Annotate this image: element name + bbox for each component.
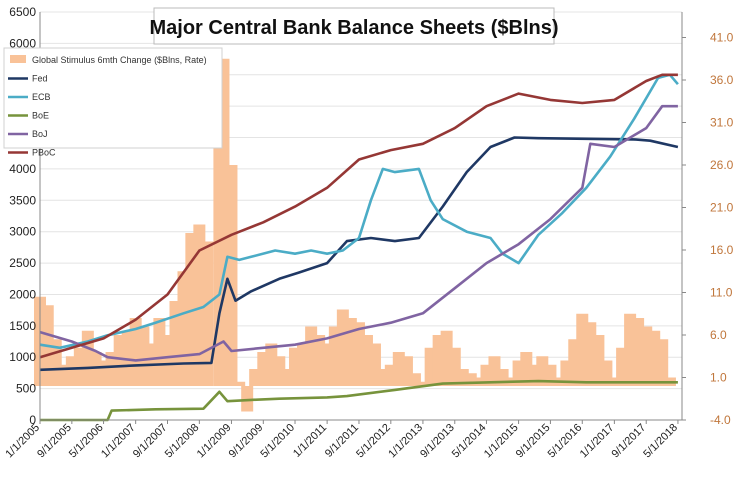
right-tick-label: 26.0	[710, 158, 734, 172]
left-tick-label: 4000	[9, 162, 36, 176]
legend-label-ecb: ECB	[32, 92, 51, 102]
series-line-ecb	[39, 73, 679, 350]
series-lines	[39, 73, 679, 422]
left-tick-label: 3000	[9, 225, 36, 239]
right-tick-label: 41.0	[710, 31, 734, 45]
left-tick-label: 6000	[9, 36, 36, 50]
right-tick-label: 6.0	[710, 328, 727, 342]
series-line-fed	[39, 136, 679, 372]
stimulus-bars	[34, 58, 676, 412]
legend-swatch-bars	[10, 55, 26, 63]
title-background	[153, 7, 555, 45]
series-line-boj	[39, 104, 678, 362]
right-tick-label: 11.0	[710, 286, 733, 300]
left-tick-label: 2000	[9, 287, 36, 301]
stimulus-bar	[416, 381, 429, 386]
legend-label-pboc: PBoC	[32, 148, 56, 158]
right-tick-label: 1.0	[710, 371, 727, 385]
legend-label-boe: BoE	[32, 111, 49, 121]
right-tick-label: 16.0	[710, 243, 734, 257]
series-line-boe	[40, 379, 678, 422]
stimulus-bar	[201, 241, 214, 386]
left-tick-label: 0	[29, 413, 36, 427]
right-tick-label: 21.0	[710, 201, 734, 215]
legend: Global Stimulus 6mth Change ($Blns, Rate…	[3, 47, 223, 158]
legend-box	[3, 47, 223, 149]
stimulus-bar	[656, 339, 669, 386]
series-line-pboc	[39, 73, 678, 359]
left-tick-label: 6500	[9, 5, 36, 19]
chart-title-box: Major Central Bank Balance Sheets ($Blns…	[149, 7, 559, 45]
right-axis-ticks: -4.0 1.0 6.0 11.0 16.0 21.0 26.0 31.0 36.0 41.0	[682, 31, 734, 427]
chart-title: Major Central Bank Balance Sheets ($Blns…	[149, 17, 558, 39]
left-tick-label: 500	[16, 382, 36, 396]
right-tick-label: -4.0	[710, 413, 731, 427]
legend-label-fed: Fed	[32, 74, 48, 84]
legend-label-global-stimulus-6mth-change-blns-rate: Global Stimulus 6mth Change ($Blns, Rate…	[32, 55, 207, 65]
left-tick-label: 1000	[9, 350, 36, 364]
stimulus-bar	[225, 165, 238, 386]
left-tick-label: 2500	[9, 256, 36, 270]
legend-items: Global Stimulus 6mth Change ($Blns, Rate…	[8, 55, 207, 158]
stimulus-bar	[241, 386, 254, 412]
legend-label-boj: BoJ	[32, 129, 48, 139]
stimulus-bar	[233, 381, 246, 386]
right-tick-label: 36.0	[710, 73, 734, 87]
left-tick-label: 1500	[9, 319, 36, 333]
right-tick-label: 31.0	[710, 116, 734, 130]
left-tick-label: 3500	[9, 193, 36, 207]
